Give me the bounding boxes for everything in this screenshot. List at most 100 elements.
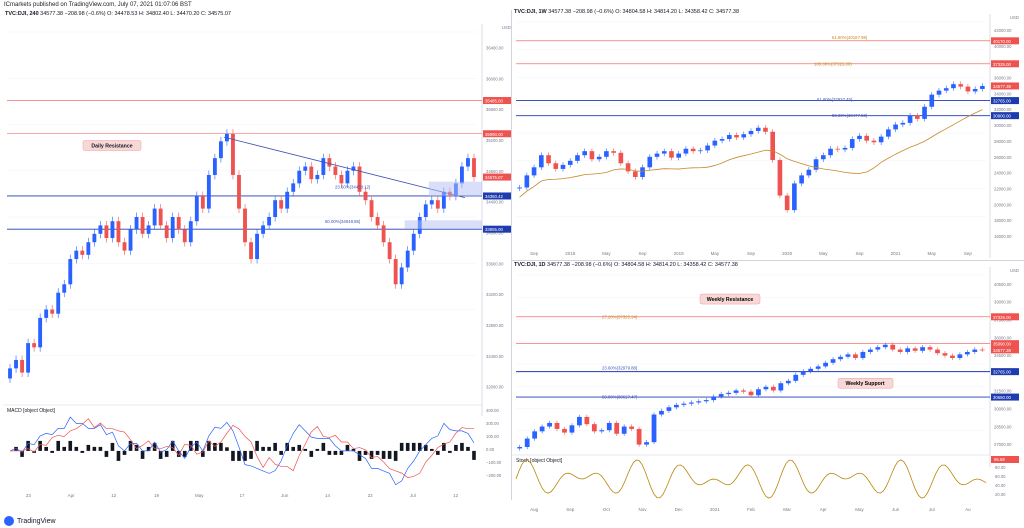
- candle-body: [647, 156, 653, 168]
- y-tick-label: 34800.00: [486, 169, 504, 174]
- macd-histogram-bar: [122, 450, 127, 455]
- level-tag-label: 40170.00: [993, 39, 1012, 44]
- candle-body: [912, 348, 918, 351]
- x-tick-label: 2018: [565, 251, 576, 256]
- level-tag-label: 37325.00: [993, 62, 1012, 67]
- macd-histogram-bar: [128, 440, 133, 451]
- candle-body: [532, 431, 538, 439]
- candle-body: [784, 195, 790, 211]
- moving-average-line: [519, 109, 983, 198]
- level-tag-bg: [991, 82, 1019, 90]
- candle-body: [897, 349, 903, 352]
- candle-body: [38, 317, 43, 348]
- macd-histogram-bar: [351, 448, 356, 451]
- chart-panel-1d[interactable]: TVC:DJI, 1D 34577.38 −208.98 (−0.6%) O: …: [512, 261, 1024, 514]
- candle-body: [80, 250, 85, 255]
- macd-histogram-bar: [363, 450, 368, 455]
- macd-histogram-bar: [116, 450, 121, 461]
- chart-panel-240[interactable]: TVC:DJI, 240 34577.38 −208.98 (−0.6%) O:…: [3, 10, 512, 500]
- macd-histogram-bar: [219, 442, 223, 451]
- candle-body: [957, 354, 963, 358]
- macd-histogram-bar: [20, 450, 24, 457]
- candle-body: [363, 191, 368, 201]
- y-tick-label: 28500.00: [994, 424, 1012, 429]
- candle-body: [882, 344, 888, 348]
- stoch-value-tag: [991, 456, 1019, 463]
- candle-body: [206, 174, 211, 209]
- candle-body: [538, 155, 544, 168]
- macd-histogram-bar: [327, 450, 332, 455]
- y-tick-label: 39000.00: [994, 300, 1012, 305]
- candle-body: [435, 200, 440, 209]
- candle-body: [857, 135, 862, 140]
- macd-histogram-bar: [146, 446, 151, 451]
- y-tick-label: 32800.00: [486, 323, 504, 328]
- macd-tick: −100.00: [486, 460, 502, 465]
- candle-body: [562, 428, 567, 433]
- candle-body: [793, 374, 799, 381]
- annotation-bg: [82, 140, 142, 151]
- macd-histogram-bar: [333, 450, 338, 455]
- candle-body: [591, 424, 597, 432]
- macd-histogram-bar: [285, 442, 289, 451]
- axis-unit: USD: [502, 25, 511, 30]
- candle-body: [429, 200, 434, 205]
- candle-body: [546, 155, 551, 164]
- y-tick-label: 26000.00: [994, 155, 1012, 160]
- candle-body: [188, 221, 193, 243]
- macd-histogram-bar: [315, 448, 320, 451]
- macd-histogram-bar: [273, 442, 277, 451]
- candle-body: [690, 148, 696, 152]
- macd-histogram-bar: [86, 444, 91, 451]
- level-tag-label: 34577.38: [993, 84, 1012, 89]
- candle-body: [905, 348, 911, 352]
- y-tick-label: 32000.00: [994, 107, 1012, 112]
- level-tag-bg: [991, 313, 1019, 321]
- candle-body: [158, 208, 163, 226]
- candle-body: [255, 233, 259, 260]
- candle-body: [170, 217, 175, 239]
- candle-body: [243, 208, 247, 243]
- candle-body: [604, 151, 609, 157]
- level-tag-bg: [991, 37, 1019, 45]
- candle-body: [554, 422, 560, 429]
- x-tick-label: Jun: [281, 493, 289, 498]
- macd-histogram-bar: [195, 440, 199, 451]
- candle-body: [965, 86, 971, 92]
- candle-body: [972, 89, 978, 92]
- chart-panel-1w[interactable]: TVC:DJI, 1W 34577.38 −208.98 (−0.6%) O: …: [512, 8, 1024, 261]
- candle-body: [748, 130, 754, 135]
- macd-histogram-bar: [98, 446, 103, 451]
- candle-body: [920, 347, 925, 351]
- candle-body: [823, 362, 828, 367]
- macd-histogram-bar: [472, 450, 476, 460]
- level-tag-bg: [483, 225, 511, 233]
- candle-body: [813, 159, 819, 170]
- y-tick-label: 40500.00: [994, 282, 1012, 287]
- footer[interactable]: TradingView: [4, 516, 56, 526]
- level-tag-label: 32765.00: [993, 99, 1012, 104]
- candle-body: [741, 134, 747, 138]
- candle-body: [460, 166, 464, 184]
- candle-body: [674, 404, 679, 408]
- level-tag-bg: [483, 192, 511, 200]
- y-tick-label: 40000.00: [994, 44, 1012, 49]
- candle-body: [194, 195, 199, 222]
- candle-body: [56, 292, 61, 314]
- macd-histogram-bar: [152, 442, 157, 451]
- candle-body: [845, 354, 851, 357]
- macd-tick: −200.00: [486, 473, 502, 478]
- macd-histogram-bar: [213, 442, 217, 451]
- level-tag-bg: [483, 173, 511, 181]
- candle-body: [375, 217, 380, 226]
- y-tick-label: 30000.00: [994, 123, 1012, 128]
- candle-body: [890, 344, 896, 350]
- annotation-bg: [699, 293, 761, 305]
- candle-body: [950, 355, 955, 358]
- candle-body: [972, 349, 978, 352]
- y-tick-label: 22000.00: [994, 187, 1012, 192]
- x-tick-label: Apr: [68, 493, 76, 498]
- stoch-value-label: 95.68: [994, 457, 1005, 462]
- candle-body: [176, 217, 181, 230]
- candle-body: [943, 88, 949, 91]
